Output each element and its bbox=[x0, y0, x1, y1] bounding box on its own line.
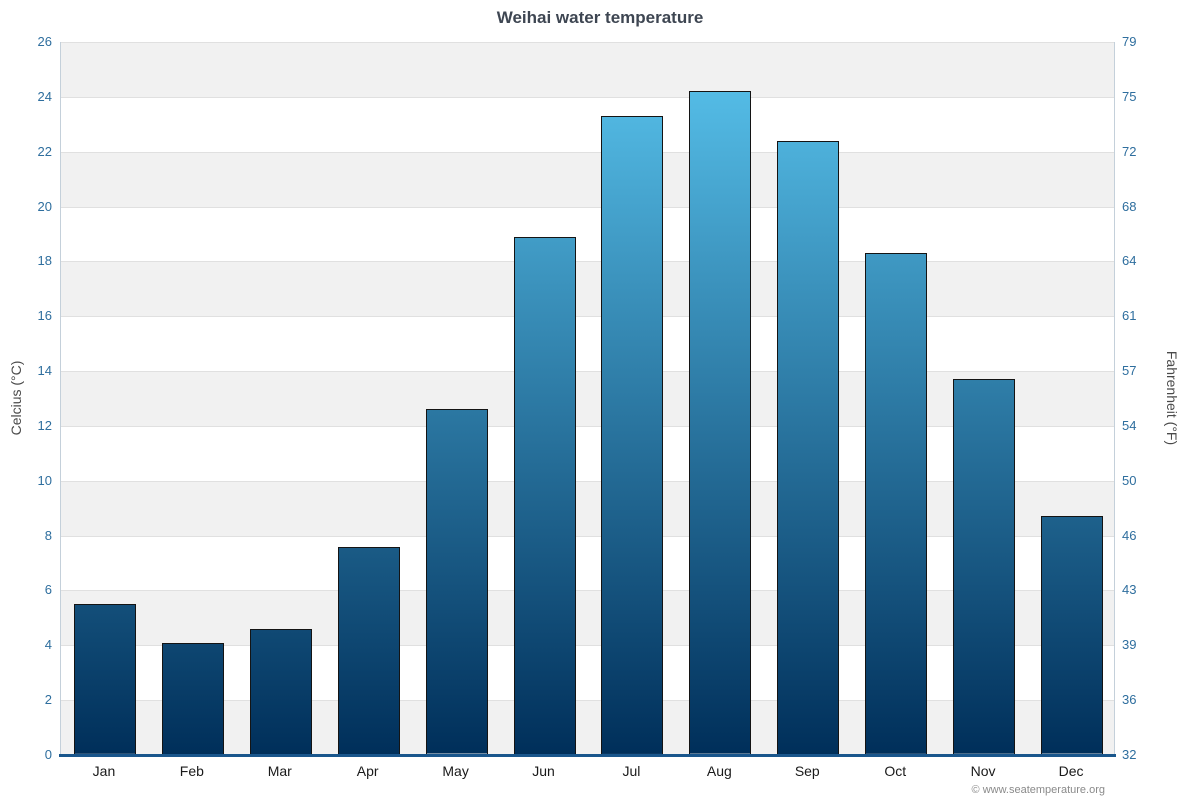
gridline bbox=[61, 480, 1114, 482]
bar-jul[interactable] bbox=[601, 116, 664, 755]
bar-jun[interactable] bbox=[513, 236, 576, 755]
bar-oct[interactable] bbox=[865, 253, 928, 755]
y-tick-celsius: 14 bbox=[37, 363, 52, 379]
x-tick-may: May bbox=[442, 763, 469, 779]
x-tick-jan: Jan bbox=[92, 763, 116, 779]
y-tick-celsius: 12 bbox=[37, 417, 52, 433]
gridline bbox=[61, 316, 1114, 318]
gridline bbox=[61, 700, 1114, 702]
plot-band bbox=[61, 42, 1114, 97]
y-tick-fahrenheit: 61 bbox=[1122, 308, 1137, 324]
plot-band bbox=[61, 590, 1114, 646]
y-tick-fahrenheit: 46 bbox=[1122, 527, 1137, 543]
bar-dec[interactable] bbox=[1041, 516, 1104, 755]
y-tick-fahrenheit: 50 bbox=[1122, 472, 1137, 488]
y-tick-fahrenheit: 68 bbox=[1122, 198, 1137, 214]
bar-feb[interactable] bbox=[161, 642, 224, 755]
y-tick-fahrenheit: 32 bbox=[1122, 747, 1137, 762]
gridline bbox=[61, 42, 1114, 43]
y-tick-celsius: 24 bbox=[37, 88, 52, 104]
y-tick-celsius: 26 bbox=[37, 34, 52, 49]
plot-band bbox=[61, 371, 1114, 426]
y-tick-celsius: 4 bbox=[44, 637, 52, 653]
gridline bbox=[61, 535, 1114, 537]
plot-band bbox=[61, 151, 1114, 207]
bar-mar[interactable] bbox=[249, 628, 312, 755]
x-axis-line bbox=[59, 754, 1116, 757]
y-tick-celsius: 10 bbox=[37, 472, 52, 488]
bar-nov[interactable] bbox=[953, 379, 1016, 755]
x-tick-dec: Dec bbox=[1058, 763, 1084, 779]
y-tick-celsius: 20 bbox=[37, 198, 52, 214]
y-tick-fahrenheit: 72 bbox=[1122, 143, 1137, 159]
x-tick-jul: Jul bbox=[622, 763, 641, 779]
x-tick-nov: Nov bbox=[970, 763, 996, 779]
y-tick-fahrenheit: 36 bbox=[1122, 692, 1137, 708]
x-tick-sep: Sep bbox=[794, 763, 820, 779]
y-tick-fahrenheit: 64 bbox=[1122, 253, 1137, 269]
x-tick-jun: Jun bbox=[532, 763, 555, 779]
bar-apr[interactable] bbox=[337, 546, 400, 755]
bar-aug[interactable] bbox=[689, 91, 752, 755]
gridline bbox=[61, 645, 1114, 647]
x-tick-aug: Aug bbox=[706, 763, 732, 779]
gridline bbox=[61, 261, 1114, 263]
plot-band bbox=[61, 480, 1114, 536]
y-tick-fahrenheit: 43 bbox=[1122, 582, 1137, 598]
y-tick-celsius: 0 bbox=[44, 747, 52, 762]
y-axis-label-fahrenheit: Fahrenheit (°F) bbox=[1164, 350, 1180, 446]
bar-sep[interactable] bbox=[777, 140, 840, 755]
copyright-credit: © www.seatemperature.org bbox=[971, 784, 1105, 796]
plot-band bbox=[61, 700, 1114, 755]
y-tick-celsius: 18 bbox=[37, 253, 52, 269]
x-tick-oct: Oct bbox=[884, 763, 907, 779]
y-tick-celsius: 8 bbox=[44, 527, 52, 543]
y-tick-celsius: 2 bbox=[44, 692, 52, 708]
bar-jan[interactable] bbox=[73, 604, 136, 755]
bar-may[interactable] bbox=[425, 409, 488, 755]
gridline bbox=[61, 371, 1114, 373]
y-tick-fahrenheit: 57 bbox=[1122, 363, 1137, 379]
x-tick-apr: Apr bbox=[356, 763, 379, 779]
x-tick-feb: Feb bbox=[179, 763, 204, 779]
chart-title: Weihai water temperature bbox=[496, 8, 704, 27]
gridline bbox=[61, 151, 1114, 153]
gridline bbox=[61, 590, 1114, 592]
gridline bbox=[61, 96, 1114, 98]
gridline bbox=[61, 206, 1114, 208]
y-tick-fahrenheit: 75 bbox=[1122, 88, 1137, 104]
y-tick-fahrenheit: 54 bbox=[1122, 417, 1137, 433]
y-tick-fahrenheit: 79 bbox=[1122, 34, 1137, 49]
y-tick-celsius: 22 bbox=[37, 143, 52, 159]
gridline bbox=[61, 425, 1114, 427]
y-tick-fahrenheit: 39 bbox=[1122, 637, 1137, 653]
y-tick-celsius: 6 bbox=[44, 582, 52, 598]
plot-band bbox=[61, 261, 1114, 317]
plot-area bbox=[60, 42, 1115, 755]
y-tick-celsius: 16 bbox=[37, 308, 52, 324]
x-tick-mar: Mar bbox=[267, 763, 292, 779]
